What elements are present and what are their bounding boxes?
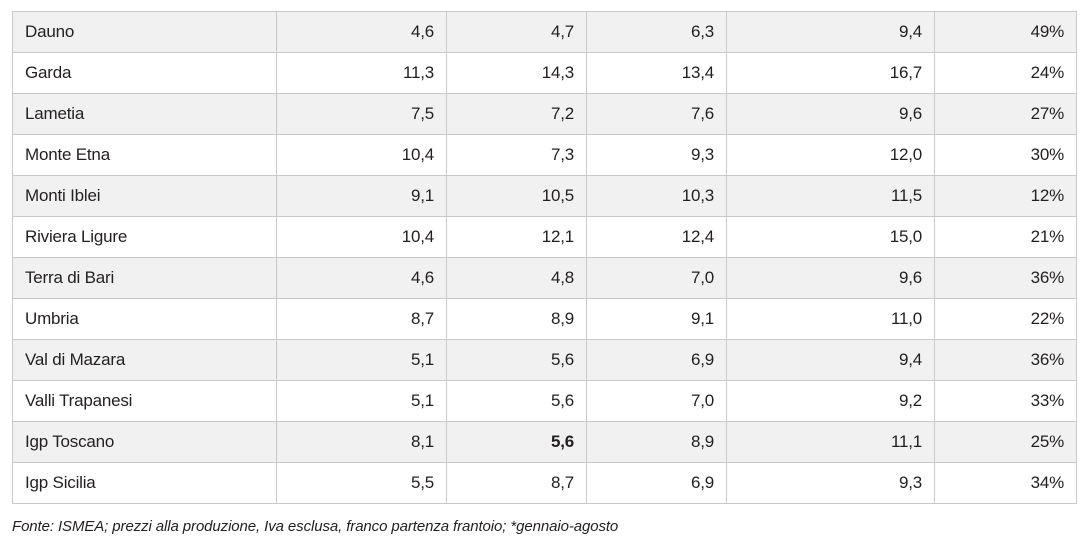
value-cell: 7,0 bbox=[586, 380, 727, 422]
row-label: Igp Toscano bbox=[12, 421, 277, 463]
row-label: Riviera Ligure bbox=[12, 216, 277, 258]
value-cell: 5,5 bbox=[276, 462, 447, 504]
value-cell: 9,6 bbox=[726, 93, 935, 135]
value-cell: 8,9 bbox=[446, 298, 587, 340]
value-cell: 4,6 bbox=[276, 257, 447, 299]
value-cell: 9,2 bbox=[726, 380, 935, 422]
percent-cell: 27% bbox=[934, 93, 1077, 135]
value-cell: 7,3 bbox=[446, 134, 587, 176]
row-label: Valli Trapanesi bbox=[12, 380, 277, 422]
value-cell: 8,9 bbox=[586, 421, 727, 463]
value-cell: 9,1 bbox=[586, 298, 727, 340]
value-cell: 11,3 bbox=[276, 52, 447, 94]
row-label: Monti Iblei bbox=[12, 175, 277, 217]
value-cell: 6,9 bbox=[586, 339, 727, 381]
value-cell: 9,1 bbox=[276, 175, 447, 217]
value-cell: 7,5 bbox=[276, 93, 447, 135]
value-cell: 5,6 bbox=[446, 339, 587, 381]
value-cell: 11,5 bbox=[726, 175, 935, 217]
value-cell: 4,8 bbox=[446, 257, 587, 299]
value-cell: 13,4 bbox=[586, 52, 727, 94]
value-cell: 5,1 bbox=[276, 380, 447, 422]
value-cell: 12,4 bbox=[586, 216, 727, 258]
value-cell: 16,7 bbox=[726, 52, 935, 94]
value-cell: 10,4 bbox=[276, 216, 447, 258]
value-cell: 15,0 bbox=[726, 216, 935, 258]
percent-cell: 34% bbox=[934, 462, 1077, 504]
value-cell: 8,7 bbox=[276, 298, 447, 340]
value-cell: 8,1 bbox=[276, 421, 447, 463]
value-cell: 5,6 bbox=[446, 380, 587, 422]
value-cell: 9,3 bbox=[586, 134, 727, 176]
table-row: Valli Trapanesi 5,1 5,6 7,0 9,2 33% bbox=[12, 380, 1077, 422]
row-label: Monte Etna bbox=[12, 134, 277, 176]
value-cell: 10,3 bbox=[586, 175, 727, 217]
percent-cell: 36% bbox=[934, 257, 1077, 299]
value-cell: 5,6 bbox=[446, 421, 587, 463]
table-row: Riviera Ligure 10,4 12,1 12,4 15,0 21% bbox=[12, 216, 1077, 258]
value-cell: 12,1 bbox=[446, 216, 587, 258]
row-label: Val di Mazara bbox=[12, 339, 277, 381]
percent-cell: 12% bbox=[934, 175, 1077, 217]
percent-cell: 36% bbox=[934, 339, 1077, 381]
table-row: Val di Mazara 5,1 5,6 6,9 9,4 36% bbox=[12, 339, 1077, 381]
row-label: Garda bbox=[12, 52, 277, 94]
value-cell: 6,3 bbox=[586, 11, 727, 53]
value-cell: 7,6 bbox=[586, 93, 727, 135]
source-footnote: Fonte: ISMEA; prezzi alla produzione, Iv… bbox=[12, 518, 619, 535]
row-label: Dauno bbox=[12, 11, 277, 53]
value-cell: 9,4 bbox=[726, 339, 935, 381]
value-cell: 9,6 bbox=[726, 257, 935, 299]
value-cell: 10,5 bbox=[446, 175, 587, 217]
value-cell: 12,0 bbox=[726, 134, 935, 176]
value-cell: 14,3 bbox=[446, 52, 587, 94]
percent-cell: 24% bbox=[934, 52, 1077, 94]
price-table: Dauno 4,6 4,7 6,3 9,4 49% Garda 11,3 14,3 13,4 16,… bbox=[12, 11, 1077, 504]
value-cell: 11,0 bbox=[726, 298, 935, 340]
table-row: Igp Sicilia 5,5 8,7 6,9 9,3 34% bbox=[12, 462, 1077, 504]
table-row: Umbria 8,7 8,9 9,1 11,0 22% bbox=[12, 298, 1077, 340]
table-row: Igp Toscano 8,1 5,6 8,9 11,1 25% bbox=[12, 421, 1077, 463]
value-cell: 11,1 bbox=[726, 421, 935, 463]
value-cell: 4,7 bbox=[446, 11, 587, 53]
percent-cell: 25% bbox=[934, 421, 1077, 463]
value-cell: 7,2 bbox=[446, 93, 587, 135]
percent-cell: 21% bbox=[934, 216, 1077, 258]
row-label: Igp Sicilia bbox=[12, 462, 277, 504]
table-row: Lametia 7,5 7,2 7,6 9,6 27% bbox=[12, 93, 1077, 135]
value-cell: 9,3 bbox=[726, 462, 935, 504]
row-label: Lametia bbox=[12, 93, 277, 135]
value-cell: 7,0 bbox=[586, 257, 727, 299]
value-cell: 10,4 bbox=[276, 134, 447, 176]
value-cell: 5,1 bbox=[276, 339, 447, 381]
percent-cell: 30% bbox=[934, 134, 1077, 176]
value-cell: 9,4 bbox=[726, 11, 935, 53]
table-row: Dauno 4,6 4,7 6,3 9,4 49% bbox=[12, 11, 1077, 53]
table-row: Garda 11,3 14,3 13,4 16,7 24% bbox=[12, 52, 1077, 94]
value-cell: 8,7 bbox=[446, 462, 587, 504]
table-row: Terra di Bari 4,6 4,8 7,0 9,6 36% bbox=[12, 257, 1077, 299]
value-cell: 6,9 bbox=[586, 462, 727, 504]
percent-cell: 33% bbox=[934, 380, 1077, 422]
row-label: Terra di Bari bbox=[12, 257, 277, 299]
row-label: Umbria bbox=[12, 298, 277, 340]
table-row: Monti Iblei 9,1 10,5 10,3 11,5 12% bbox=[12, 175, 1077, 217]
table-body: Dauno 4,6 4,7 6,3 9,4 49% Garda 11,3 14,3 13,4 16,… bbox=[12, 11, 1077, 504]
table-row: Monte Etna 10,4 7,3 9,3 12,0 30% bbox=[12, 134, 1077, 176]
value-cell: 4,6 bbox=[276, 11, 447, 53]
percent-cell: 49% bbox=[934, 11, 1077, 53]
percent-cell: 22% bbox=[934, 298, 1077, 340]
